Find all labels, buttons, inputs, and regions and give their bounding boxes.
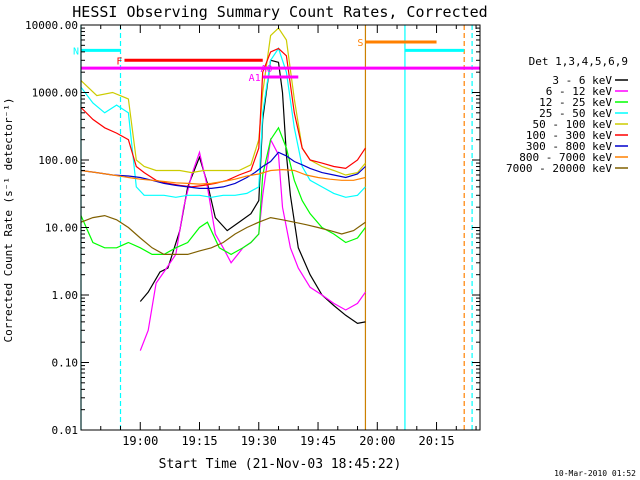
legend-label-5: 100 - 300 keV [526,129,612,142]
series-line-5 [80,47,366,188]
series-line-8 [80,214,366,255]
legend-label-0: 3 - 6 keV [552,74,612,87]
legend-label-3: 25 - 50 keV [539,107,612,120]
y-tick-label-0: 0.01 [52,424,79,437]
series-line-7 [80,168,366,185]
flag-label-5: A1 [249,73,261,84]
y-tick-label-4: 100.00 [38,154,78,167]
x-tick-label-4: 20:00 [359,434,395,448]
y-tick-label-5: 1000.00 [32,87,78,100]
legend-title: Det 1,3,4,5,6,9 [529,55,628,68]
y-axis-label: Corrected Count Rate (s⁻¹ detector⁻¹) [2,97,15,342]
plot-frame [80,24,481,431]
y-tick-label-1: 0.10 [52,357,79,370]
y-tick-label-6: 10000.00 [25,19,78,32]
x-tick-label-5: 20:15 [418,434,454,448]
flag-label-6: A0 [261,64,273,75]
flag-label-2: S [357,38,363,49]
series-line-6 [80,151,366,189]
x-tick-label-3: 19:45 [300,434,336,448]
y-tick-label-3: 10.00 [45,222,78,235]
series-line-1 [139,137,366,351]
legend-label-2: 12 - 25 keV [539,96,612,109]
legend-label-8: 7000 - 20000 keV [506,162,612,175]
legend-label-6: 300 - 800 keV [526,140,612,153]
x-tick-label-2: 19:30 [241,434,277,448]
series-line-4 [80,27,366,176]
legend-label-7: 800 - 7000 keV [519,151,612,164]
flag-label-0: N [73,46,79,57]
series-line-2 [80,126,366,256]
timestamp: 10-Mar-2010 01:52 [554,469,636,478]
x-tick-label-1: 19:15 [181,434,217,448]
x-tick-label-0: 19:00 [122,434,158,448]
flag-label-1: F [116,56,122,67]
x-axis-label: Start Time (21-Nov-03 18:45:22) [159,457,402,472]
chart-title: HESSI Observing Summary Count Rates, Cor… [72,3,487,21]
legend-label-1: 6 - 12 keV [546,85,613,98]
legend-label-4: 50 - 100 keV [533,118,613,131]
series-line-3 [80,47,366,198]
y-tick-label-2: 1.00 [52,289,79,302]
